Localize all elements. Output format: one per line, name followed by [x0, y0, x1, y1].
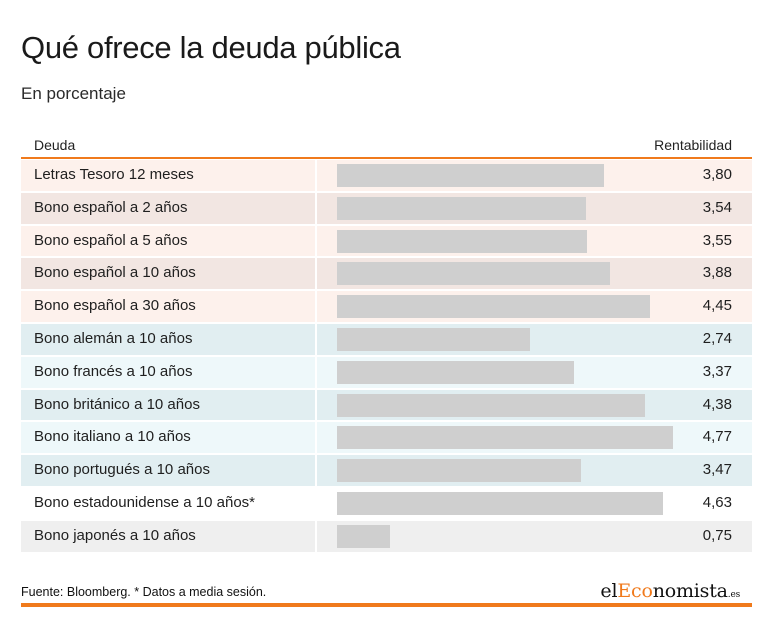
table-row: Bono británico a 10 años 4,38: [21, 389, 752, 422]
table-row: Bono francés a 10 años 3,37: [21, 356, 752, 389]
logo-text-pre: el: [600, 580, 618, 602]
bar-table: Deuda Rentabilidad Letras Tesoro 12 mese…: [21, 128, 752, 553]
brand-logo: elEconomista.es: [600, 580, 740, 602]
row-label: Bono alemán a 10 años: [21, 323, 315, 355]
table-row: Letras Tesoro 12 meses 3,80: [21, 159, 752, 192]
logo-text-accent: Eco: [617, 580, 653, 602]
value-label: 0,75: [702, 526, 732, 544]
value-label: 3,47: [702, 461, 732, 479]
table-row: Bono español a 30 años 4,45: [21, 290, 752, 323]
value-label: 3,55: [702, 231, 732, 249]
bar: [337, 327, 530, 351]
bar: [337, 229, 587, 253]
value-label: 3,80: [702, 166, 732, 183]
row-label: Bono francés a 10 años: [21, 356, 315, 388]
table-header: Deuda Rentabilidad: [21, 128, 752, 159]
value-label: 4,77: [702, 428, 732, 446]
chart-title: Qué ofrece la deuda pública: [21, 30, 401, 65]
value-label: 2,74: [702, 329, 732, 347]
bottom-rule: [21, 603, 752, 607]
bar: [337, 524, 390, 548]
row-label: Bono portugués a 10 años: [21, 455, 315, 486]
table-row: Bono español a 5 años 3,55: [21, 225, 752, 258]
row-label: Bono español a 2 años: [21, 192, 315, 224]
value-label: 3,88: [702, 264, 732, 282]
column-header-value: Rentabilidad: [654, 137, 732, 153]
bar: [337, 164, 605, 187]
source-note: Fuente: Bloomberg. * Datos a media sesió…: [21, 585, 267, 599]
value-label: 4,45: [702, 297, 732, 315]
bar: [337, 491, 663, 515]
row-label: Bono japonés a 10 años: [21, 520, 315, 552]
logo-text-post: nomista: [652, 580, 728, 602]
bar: [337, 360, 575, 384]
bar-cell: [317, 225, 752, 257]
table-row: Bono japonés a 10 años 0,75: [21, 520, 752, 553]
column-header-name: Deuda: [34, 137, 76, 153]
bar-cell: [317, 356, 752, 388]
value-label: 4,63: [702, 493, 732, 511]
table-row: Bono estadounidense a 10 años* 4,63: [21, 487, 752, 520]
bar-cell: [317, 291, 752, 322]
table-rows: Letras Tesoro 12 meses 3,80 Bono español a…: [21, 159, 752, 553]
row-label: Bono español a 30 años: [21, 291, 315, 322]
bar-cell: [317, 487, 752, 519]
bar-cell: [317, 389, 752, 421]
value-label: 3,37: [702, 362, 732, 380]
table-row: Bono español a 2 años 3,54: [21, 192, 752, 225]
table-row: Bono italiano a 10 años 4,77: [21, 421, 752, 454]
bar-cell: [317, 323, 752, 355]
table-row: Bono alemán a 10 años 2,74: [21, 323, 752, 356]
bar-cell: [317, 192, 752, 224]
chart-subtitle: En porcentaje: [21, 84, 126, 103]
bar: [337, 295, 651, 319]
bar-cell: [317, 422, 752, 454]
value-label: 4,38: [702, 395, 732, 413]
bar: [337, 426, 673, 450]
bar: [337, 459, 582, 483]
bar-cell: [317, 160, 752, 191]
row-label: Bono italiano a 10 años: [21, 422, 315, 454]
row-label: Bono estadounidense a 10 años*: [21, 487, 315, 519]
row-label: Bono británico a 10 años: [21, 389, 315, 421]
logo-text-tld: .es: [727, 590, 740, 600]
bar-cell: [317, 455, 752, 486]
row-label: Bono español a 10 años: [21, 258, 315, 290]
bar: [337, 196, 587, 220]
row-label: Letras Tesoro 12 meses: [21, 160, 315, 191]
bar: [337, 262, 611, 286]
row-label: Bono español a 5 años: [21, 225, 315, 257]
bar: [337, 393, 646, 417]
bar-cell: [317, 258, 752, 290]
table-row: Bono portugués a 10 años 3,47: [21, 454, 752, 487]
table-row: Bono español a 10 años 3,88: [21, 257, 752, 290]
value-label: 3,54: [702, 198, 732, 216]
bar-cell: [317, 520, 752, 552]
